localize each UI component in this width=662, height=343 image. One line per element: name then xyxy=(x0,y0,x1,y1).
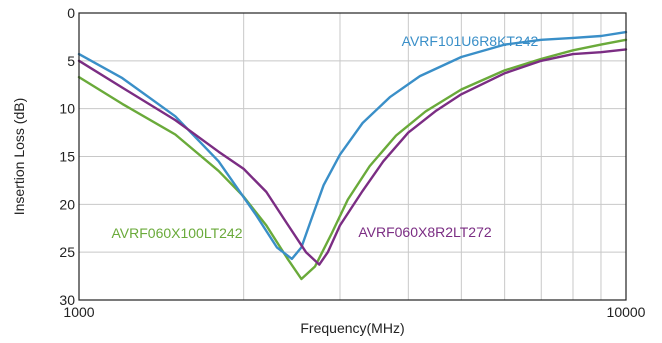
y-axis-label: Insertion Loss (dB) xyxy=(11,98,27,216)
x-tick-label: 1000 xyxy=(63,304,94,320)
series-line-avrf060x8r2lt272 xyxy=(77,48,628,266)
x-axis-label: Frequency(MHz) xyxy=(300,320,404,336)
y-tick-label: 20 xyxy=(59,196,75,212)
y-tick-labels: 0 5 10 15 20 25 30 xyxy=(59,5,75,308)
grid-lines xyxy=(79,13,626,300)
x-tick-labels: 1000 10000 xyxy=(63,304,645,320)
series-line-avrf060x100lt242 xyxy=(77,38,628,281)
series-line-avrf101u6r8kt242 xyxy=(77,30,628,261)
y-tick-label: 25 xyxy=(59,244,75,260)
series-labels: AVRF101U6R8KT242 AVRF060X8R2LT272 AVRF060X… xyxy=(111,33,538,241)
series-layer xyxy=(77,30,628,281)
series-label: AVRF060X100LT242 xyxy=(111,225,242,241)
series-label: AVRF060X8R2LT272 xyxy=(358,224,492,240)
y-tick-label: 30 xyxy=(59,292,75,308)
x-tick-label: 10000 xyxy=(607,304,646,320)
plot-frame xyxy=(78,12,627,301)
y-tick-label: 0 xyxy=(67,5,75,21)
y-tick-label: 5 xyxy=(67,53,75,69)
series-label: AVRF101U6R8KT242 xyxy=(402,33,539,49)
y-tick-label: 10 xyxy=(59,101,75,117)
y-tick-label: 15 xyxy=(59,149,75,165)
